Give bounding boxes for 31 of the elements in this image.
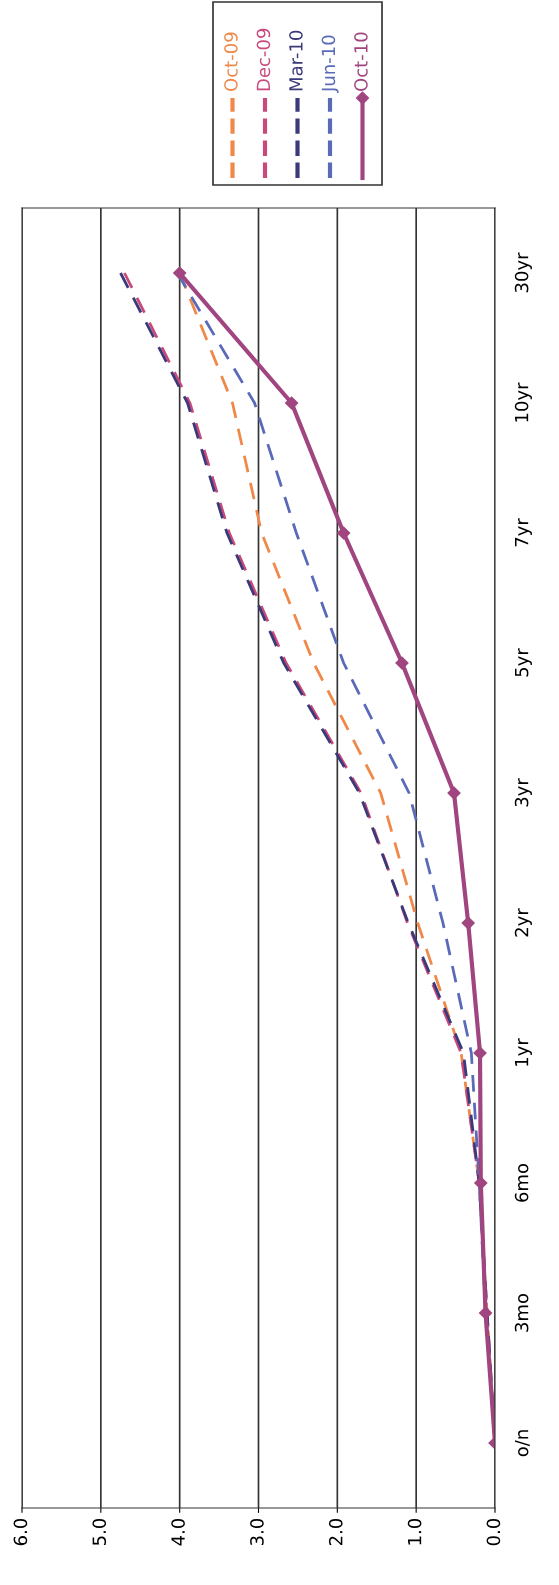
point [285,396,299,410]
text: Oct-10 [354,32,368,91]
text: Oct-09 [224,32,238,91]
text: Mar-10 [289,30,303,91]
point [478,1306,493,1320]
y-tick-label: 7yr [515,518,532,547]
point [337,526,351,540]
y-tick-label: 3yr [514,778,532,807]
x-tick-label: 3.0 [250,1518,264,1546]
point [447,786,461,800]
y-tick-label: 5yr [515,648,532,677]
point [173,266,187,280]
x-tick-label: 1.0 [407,1518,422,1545]
y-tick-label: 6mo [514,1163,529,1202]
text: Dec-09 [256,28,271,91]
point [395,656,409,670]
y-tick-label: 3mo [514,1293,529,1332]
point [473,1046,487,1060]
y-tick-label: 10yr [514,382,532,422]
y-tick-label: 1yr [515,1038,532,1066]
y-tick-label: 2yr [514,908,532,937]
x-tick-label: 4.0 [171,1518,185,1546]
x-tick-label: 5.0 [92,1518,107,1546]
x-tick-label: 2.0 [328,1518,343,1546]
x-tick-label: 0.0 [486,1518,501,1546]
y-tick-label: 30yr [514,252,532,293]
text: Jun-10 [321,35,339,93]
point [461,916,475,930]
point [474,1176,488,1190]
y-tick-label: o/n [515,1430,530,1457]
x-tick-label: 6.0 [13,1518,28,1546]
